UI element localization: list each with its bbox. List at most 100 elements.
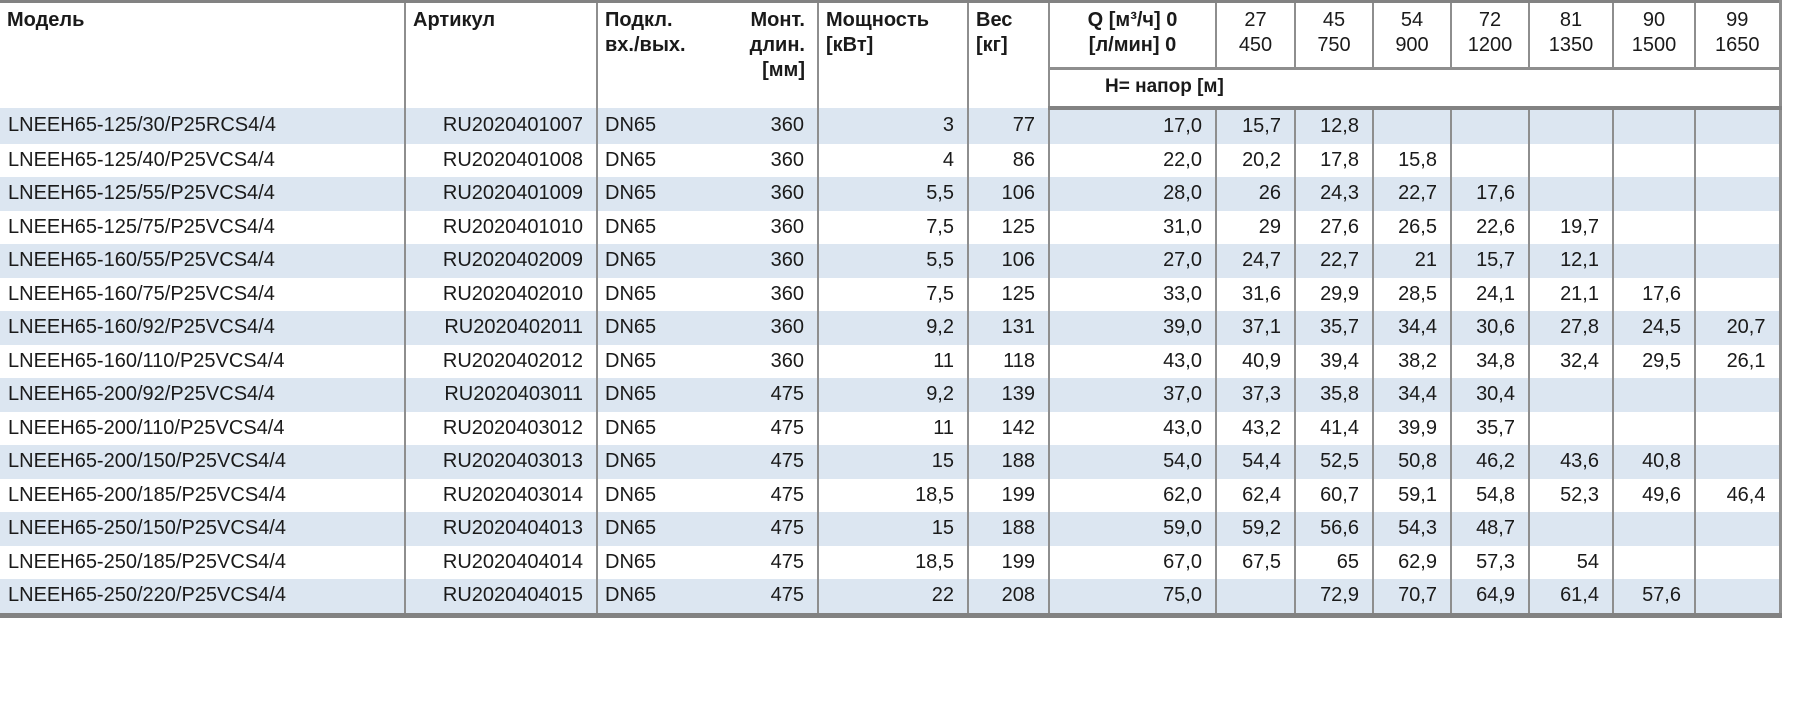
table-row: LNEEH65-200/185/P25VCS4/4 RU2020403014 DN6…: [0, 478, 1782, 512]
column-header-flow: Q [м³/ч] 0 [л/мин] 0: [1049, 1, 1217, 69]
cell-weight: 139: [968, 378, 1050, 412]
cell-mount-length: 475: [733, 579, 819, 615]
cell-power: 22: [818, 579, 969, 615]
table-row: LNEEH65-125/40/P25VCS4/4 RU2020401008 DN65…: [0, 143, 1782, 177]
cell-head-q5: [1529, 512, 1614, 546]
cell-head-q6: [1613, 143, 1696, 177]
cell-weight: 199: [968, 545, 1050, 579]
cell-article: RU2020403013: [405, 445, 598, 479]
table-row: LNEEH65-160/92/P25VCS4/4 RU2020402011 DN65…: [0, 311, 1782, 345]
cell-head-q4: 24,1: [1451, 277, 1530, 311]
cell-mount-length: 360: [733, 108, 819, 144]
cell-head-q3: 50,8: [1373, 445, 1452, 479]
cell-head-q7: [1695, 512, 1782, 546]
cell-model: LNEEH65-125/30/P25RCS4/4: [0, 108, 406, 144]
cell-article: RU2020402011: [405, 311, 598, 345]
cell-head-q6: 40,8: [1613, 445, 1696, 479]
cell-mount-length: 475: [733, 478, 819, 512]
table-row: LNEEH65-160/75/P25VCS4/4 RU2020402010 DN65…: [0, 277, 1782, 311]
cell-article: RU2020403012: [405, 411, 598, 445]
cell-article: RU2020403014: [405, 478, 598, 512]
cell-power: 11: [818, 344, 969, 378]
cell-head-q1: 59,2: [1216, 512, 1296, 546]
column-header-mount-length: Монт. длин. [мм]: [733, 1, 819, 108]
cell-head-q4: [1451, 143, 1530, 177]
cell-head-q2: 72,9: [1295, 579, 1374, 615]
column-header-connection: Подкл. вх./вых.: [597, 1, 733, 108]
cell-power: 7,5: [818, 277, 969, 311]
cell-model: LNEEH65-125/55/P25VCS4/4: [0, 177, 406, 211]
cell-mount-length: 360: [733, 311, 819, 345]
cell-connection: DN65: [605, 148, 657, 171]
cell-mount-length: 475: [733, 378, 819, 412]
table-row: LNEEH65-250/150/P25VCS4/4 RU2020404013 DN6…: [0, 512, 1782, 546]
cell-head-q5: [1529, 177, 1614, 211]
cell-head-q5: 54: [1529, 545, 1614, 579]
cell-article: RU2020401007: [405, 108, 598, 144]
cell-weight: 199: [968, 478, 1050, 512]
cell-head-q6: [1613, 210, 1696, 244]
cell-mount-length: 360: [733, 344, 819, 378]
table-row: LNEEH65-125/30/P25RCS4/4 RU2020401007 DN65…: [0, 108, 1782, 144]
cell-mount-length: 360: [733, 277, 819, 311]
cell-article: RU2020401008: [405, 143, 598, 177]
cell-head-q5: 21,1: [1529, 277, 1614, 311]
cell-model: LNEEH65-200/150/P25VCS4/4: [0, 445, 406, 479]
cell-head-q4: [1451, 108, 1530, 144]
cell-head-q3: [1373, 108, 1452, 144]
cell-head-q5: 12,1: [1529, 244, 1614, 278]
cell-head-q0: 22,0: [1049, 143, 1217, 177]
cell-head-q1: 67,5: [1216, 545, 1296, 579]
table-row: LNEEH65-200/92/P25VCS4/4 RU2020403011 DN65…: [0, 378, 1782, 412]
cell-head-q1: 15,7: [1216, 108, 1296, 144]
column-header-q45: 45 750: [1295, 1, 1374, 69]
cell-head-q0: 43,0: [1049, 411, 1217, 445]
cell-head-q3: 70,7: [1373, 579, 1452, 615]
cell-power: 15: [818, 512, 969, 546]
column-header-power: Мощность [кВт]: [818, 1, 969, 108]
table-row: LNEEH65-160/55/P25VCS4/4 RU2020402009 DN65…: [0, 244, 1782, 278]
cell-weight: 188: [968, 512, 1050, 546]
cell-head-q1: 31,6: [1216, 277, 1296, 311]
cell-model: LNEEH65-160/110/P25VCS4/4: [0, 344, 406, 378]
cell-head-q6: 24,5: [1613, 311, 1696, 345]
cell-model: LNEEH65-125/40/P25VCS4/4: [0, 143, 406, 177]
cell-power: 11: [818, 411, 969, 445]
cell-head-q1: 26: [1216, 177, 1296, 211]
cell-mount-length: 475: [733, 512, 819, 546]
cell-weight: 142: [968, 411, 1050, 445]
cell-head-q7: [1695, 143, 1782, 177]
column-header-q72: 72 1200: [1451, 1, 1530, 69]
cell-head-q3: 21: [1373, 244, 1452, 278]
cell-head-q7: 20,7: [1695, 311, 1782, 345]
cell-head-q7: [1695, 545, 1782, 579]
cell-connection: DN65: [605, 383, 657, 405]
cell-head-q2: 52,5: [1295, 445, 1374, 479]
cell-connection: DN65: [605, 282, 657, 305]
cell-head-q6: [1613, 411, 1696, 445]
cell-head-q4: 22,6: [1451, 210, 1530, 244]
cell-head-q7: 46,4: [1695, 478, 1782, 512]
cell-article: RU2020404015: [405, 579, 598, 615]
cell-article: RU2020402009: [405, 244, 598, 278]
table-row: LNEEH65-250/185/P25VCS4/4 RU2020404014 DN6…: [0, 545, 1782, 579]
cell-head-q3: 34,4: [1373, 378, 1452, 412]
cell-power: 7,5: [818, 210, 969, 244]
cell-head-q2: 41,4: [1295, 411, 1374, 445]
cell-head-q3: 28,5: [1373, 277, 1452, 311]
cell-model: LNEEH65-250/150/P25VCS4/4: [0, 512, 406, 546]
cell-head-q4: 48,7: [1451, 512, 1530, 546]
cell-head-q5: [1529, 378, 1614, 412]
cell-head-q3: 34,4: [1373, 311, 1452, 345]
cell-head-q1: 37,1: [1216, 311, 1296, 345]
table-body: LNEEH65-125/30/P25RCS4/4 RU2020401007 DN65…: [0, 108, 1782, 615]
cell-weight: 208: [968, 579, 1050, 615]
header-row-main: Модель Артикул Подкл. вх./вых. Монт. дли…: [0, 1, 1782, 108]
cell-power: 18,5: [818, 478, 969, 512]
cell-article: RU2020401010: [405, 210, 598, 244]
column-header-q54: 54 900: [1373, 1, 1452, 69]
cell-head-q5: 32,4: [1529, 344, 1614, 378]
cell-power: 9,2: [818, 378, 969, 412]
cell-head-q4: 35,7: [1451, 411, 1530, 445]
cell-head-q1: 54,4: [1216, 445, 1296, 479]
